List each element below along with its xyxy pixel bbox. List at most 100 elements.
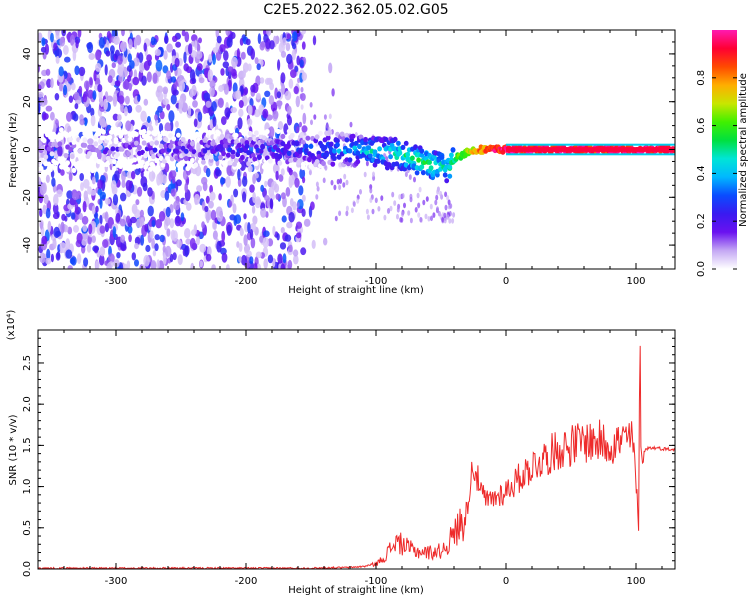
snr-y-ticks: 0.0 0.5 1.0 1.5 2.0 2.5 (22, 337, 675, 577)
spectrogram-noise-cell (408, 174, 412, 180)
spectrogram-noise-cell (295, 232, 302, 239)
spectrogram-noise-cell (331, 88, 335, 97)
spectrogram-ridge-cell (190, 157, 195, 164)
spectrogram-noise-cell (429, 203, 433, 210)
spectrogram-noise-cell (149, 230, 154, 239)
spectrogram-noise-cell (163, 50, 168, 60)
spectrogram-noise-cell (349, 121, 353, 128)
spectrogram-noise-cell (238, 242, 243, 252)
spectrogram-noise-cell (247, 222, 251, 234)
spectrogram-noise-cell (164, 122, 172, 133)
spectrogram-noise-cell (204, 205, 209, 213)
spectrogram-noise-cell (247, 63, 252, 72)
spectrogram-ridge-cell (171, 136, 177, 142)
spectrogram-noise-cell (170, 188, 176, 197)
spectrogram-noise-cell (43, 98, 48, 106)
spectrogram-noise-cell (65, 249, 73, 259)
spectrogram-noise-cell (288, 78, 294, 89)
spectrogram-ridge-cell (257, 154, 262, 160)
spectrogram-noise-cell (233, 188, 239, 198)
spectrogram-noise-cell (207, 69, 214, 82)
spectrogram-noise-cell (226, 224, 232, 236)
spectrogram-ridge-cell (225, 152, 231, 158)
spectrogram-noise-cell (276, 233, 280, 241)
spectrogram-ridge-cell (155, 167, 161, 173)
spectrogram-noise-cell (284, 234, 292, 242)
spectrogram-noise-cell (174, 57, 180, 68)
colorbar-tick-label: 0.2 (696, 213, 707, 229)
spectrogram-ridge-cell (400, 144, 406, 150)
spectrogram-noise-cell (205, 167, 211, 178)
spectrogram-noise-cell (55, 251, 61, 261)
spectrogram-noise-cell (128, 83, 132, 91)
spectrogram-ridge-cell (82, 137, 88, 143)
spectrogram-noise-cell (342, 182, 346, 188)
spectrogram-noise-cell (277, 59, 281, 71)
spectrogram-noise-cell (134, 259, 139, 267)
spectrogram-noise-cell (209, 119, 213, 130)
spectrogram-noise-cell (249, 256, 254, 264)
spectrogram-ridge-cell (201, 159, 206, 165)
spectrogram-noise-cell (154, 234, 160, 241)
spectrogram-noise-cell (365, 160, 369, 167)
spectrogram-noise-cell (178, 97, 184, 110)
spectrogram-y-ticks: -40 -20 0 20 40 (22, 29, 675, 270)
spectrogram-band-core (506, 147, 675, 152)
spectrogram-noise-cell (270, 199, 274, 210)
spectrogram-noise-cell (66, 111, 72, 122)
spectrogram-noise-cell (196, 185, 203, 192)
spectrogram-ridge-cell (308, 143, 314, 149)
spectrogram-noise-cell (108, 253, 115, 264)
spectrogram-noise-cell (154, 119, 159, 126)
spectrogram-noise-cell (195, 50, 203, 60)
spectrogram-ridge-cell (416, 157, 421, 163)
spectrogram-ridge-cell (396, 140, 401, 146)
spectrogram-noise-cell (115, 212, 121, 223)
spectrogram-ridge-cell (174, 148, 180, 154)
spectrogram-noise-cell (302, 194, 306, 202)
spectrogram-ridge-cell (71, 139, 77, 145)
spectrogram-noise-cell (232, 82, 238, 94)
spectrogram-noise-cell (58, 66, 64, 77)
spectrogram-noise-cell (197, 111, 203, 123)
spectrogram-noise-cell (215, 169, 222, 177)
spectrogram-ridge-cell (132, 157, 138, 163)
spectrogram-ridge-cell (324, 152, 329, 158)
spectrogram-noise-cell (104, 211, 109, 223)
spectrogram-ridge-cell (372, 149, 378, 155)
spectrogram-noise-cell (60, 169, 65, 176)
spectrogram-noise-cell (94, 171, 99, 183)
spectrogram-noise-cell (70, 256, 77, 266)
spectrogram-noise-cell (301, 30, 307, 35)
spectrogram-noise-cell (354, 132, 358, 138)
spectrogram-ridge-cell (330, 161, 336, 167)
spectrogram-noise-cell (309, 102, 313, 108)
spectrogram-noise-cell (166, 70, 171, 80)
spectrogram-noise-cell (43, 194, 49, 205)
spectrogram-ridge-cell (152, 147, 158, 153)
x-tick-label: 0 (503, 576, 509, 587)
colorbar: 0.0 0.2 0.4 0.6 0.8 Normalized spectral ampl… (696, 30, 749, 277)
spectrogram-noise-cell (119, 103, 125, 113)
spectrogram-noise-cell (143, 98, 149, 106)
spectrogram-noise-cell (352, 201, 356, 207)
spectrogram-ridge-cell (141, 140, 147, 146)
spectrogram-noise-cell (137, 94, 141, 102)
spectrogram-ridge-cell (168, 143, 174, 149)
spectrogram-ridge-cell (54, 160, 60, 166)
spectrogram-noise-cell (135, 104, 142, 113)
spectrogram-noise-cell (152, 72, 158, 84)
spectrogram-noise-cell (224, 107, 231, 118)
spectrogram-noise-cell (196, 235, 200, 246)
spectrogram-noise-cell (41, 37, 46, 47)
spectrogram-noise-cell (143, 60, 150, 71)
spectrogram-noise-cell (300, 86, 304, 93)
spectrogram-ridge-cell (299, 132, 304, 138)
spectrogram-noise-cell (232, 203, 237, 214)
spectrogram-noise-cell (148, 170, 156, 182)
x-tick-label: -300 (105, 576, 128, 587)
spectrogram-ridge-cell (119, 161, 125, 167)
spectrogram-noise-cell (380, 195, 384, 201)
spectrogram-noise-cell (120, 41, 127, 52)
